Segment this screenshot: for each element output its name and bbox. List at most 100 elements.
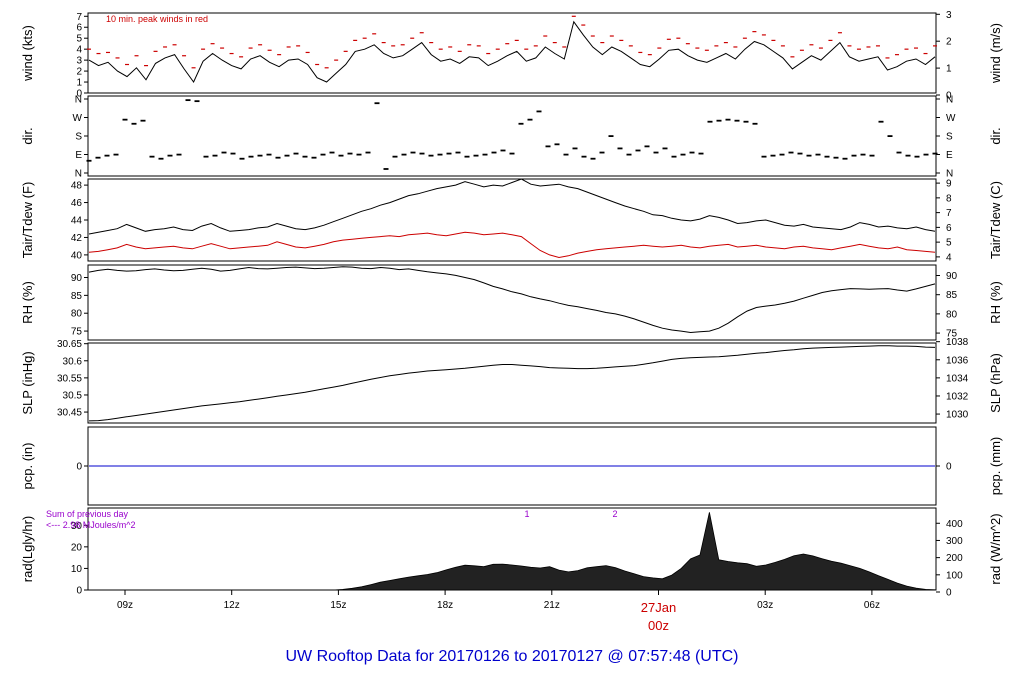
right-tick-label: 1036: [946, 355, 969, 366]
right-tick-label: 7: [946, 208, 952, 219]
footer-prefix: UW Rooftop Data for: [285, 648, 434, 665]
direction-point: [914, 155, 920, 158]
y-axis-label-left: Tair/Tdew (F): [20, 182, 35, 259]
direction-point: [275, 156, 281, 159]
left-tick-label: 30.45: [57, 408, 82, 419]
right-tick-label: 300: [946, 536, 963, 547]
direction-point: [572, 147, 578, 150]
y-axis-label-left: dir.: [20, 127, 35, 144]
left-tick-label: S: [75, 132, 82, 143]
left-tick-label: 80: [71, 309, 83, 320]
direction-point: [905, 154, 911, 157]
y-axis-label-left: wind (kts): [20, 25, 35, 82]
footer-title: UW Rooftop Data for 20170126 to 20170127…: [0, 648, 1024, 666]
y-axis-label-right: dir.: [988, 127, 1003, 144]
left-tick-label: 44: [71, 216, 83, 227]
series-line: [88, 20, 936, 83]
direction-point: [437, 153, 443, 156]
right-tick-label: 1030: [946, 410, 969, 421]
footer-end-date: 20170127: [531, 648, 604, 665]
left-tick-label: 85: [71, 291, 83, 302]
left-tick-label: 0: [76, 586, 82, 597]
direction-point: [824, 155, 830, 158]
direction-point: [383, 168, 389, 170]
direction-point: [113, 153, 119, 156]
right-tick-label: 85: [946, 290, 958, 301]
direction-point: [302, 155, 308, 158]
direction-point: [698, 152, 704, 155]
direction-point: [743, 120, 749, 123]
right-tick-label: 75: [946, 329, 958, 340]
right-tick-label: W: [946, 113, 956, 124]
series-line: [88, 345, 936, 422]
direction-point: [365, 151, 371, 154]
panel-frame: [87, 178, 937, 262]
left-tick-label: 30: [71, 521, 83, 532]
right-tick-label: 0: [946, 91, 952, 102]
panel-frame: [87, 264, 937, 341]
right-tick-label: 1034: [946, 373, 969, 384]
left-tick-label: 5: [76, 34, 82, 45]
radiation-marker-1: 1: [524, 509, 529, 519]
footer-at: @: [607, 648, 624, 665]
direction-point: [176, 153, 182, 156]
direction-point: [752, 122, 758, 125]
right-tick-label: 2: [946, 37, 952, 48]
y-axis-label-right: SLP (hPa): [988, 353, 1003, 413]
direction-point: [545, 145, 551, 148]
left-tick-label: 90: [71, 273, 83, 284]
y-axis-label-left: pcp. (in): [20, 443, 35, 490]
y-axis-label-right: rad (W/m^2): [988, 513, 1003, 584]
direction-point: [770, 154, 776, 157]
left-tick-label: E: [75, 150, 82, 161]
direction-point: [806, 154, 812, 157]
direction-point: [626, 153, 632, 156]
right-tick-label: 1: [946, 64, 952, 75]
direction-point: [797, 152, 803, 155]
direction-point: [212, 154, 218, 157]
x-tick-label: 18z: [437, 600, 453, 611]
left-tick-label: 1: [76, 78, 82, 89]
direction-point: [401, 153, 407, 156]
left-tick-label: 0: [76, 462, 82, 473]
right-tick-label: 1038: [946, 337, 969, 348]
left-tick-label: 30.5: [63, 390, 83, 401]
direction-point: [518, 122, 524, 125]
direction-point: [716, 119, 722, 122]
series-line: [88, 178, 936, 235]
direction-point: [734, 119, 740, 122]
direction-point: [266, 153, 272, 156]
panel-6: 0 0 pcp. (in) pcp. (mm): [20, 426, 1003, 506]
direction-point: [464, 155, 470, 158]
direction-point: [140, 119, 146, 122]
direction-point: [671, 155, 677, 158]
x-tick-label: 06z: [864, 600, 880, 611]
direction-point: [194, 100, 200, 103]
direction-point: [95, 156, 101, 159]
direction-point: [338, 154, 344, 157]
series-line: [88, 231, 936, 259]
direction-point: [590, 157, 596, 160]
radiation-area: [89, 512, 936, 591]
direction-point: [329, 151, 335, 154]
direction-point: [410, 151, 416, 154]
footer-tz: (UTC): [694, 648, 739, 665]
direction-point: [842, 157, 848, 160]
direction-point: [482, 153, 488, 156]
direction-point: [221, 151, 227, 154]
footer-time: 07:57:48: [628, 648, 691, 665]
direction-point: [203, 155, 209, 158]
direction-point: [284, 154, 290, 157]
direction-point: [86, 159, 92, 162]
direction-point: [167, 154, 173, 157]
direction-point: [131, 122, 137, 125]
left-tick-label: 3: [76, 56, 82, 67]
right-tick-label: 100: [946, 570, 963, 581]
direction-point: [455, 151, 461, 154]
left-tick-label: W: [73, 113, 83, 124]
y-axis-label-right: Tair/Tdew (C): [988, 181, 1003, 259]
direction-point: [563, 153, 569, 156]
